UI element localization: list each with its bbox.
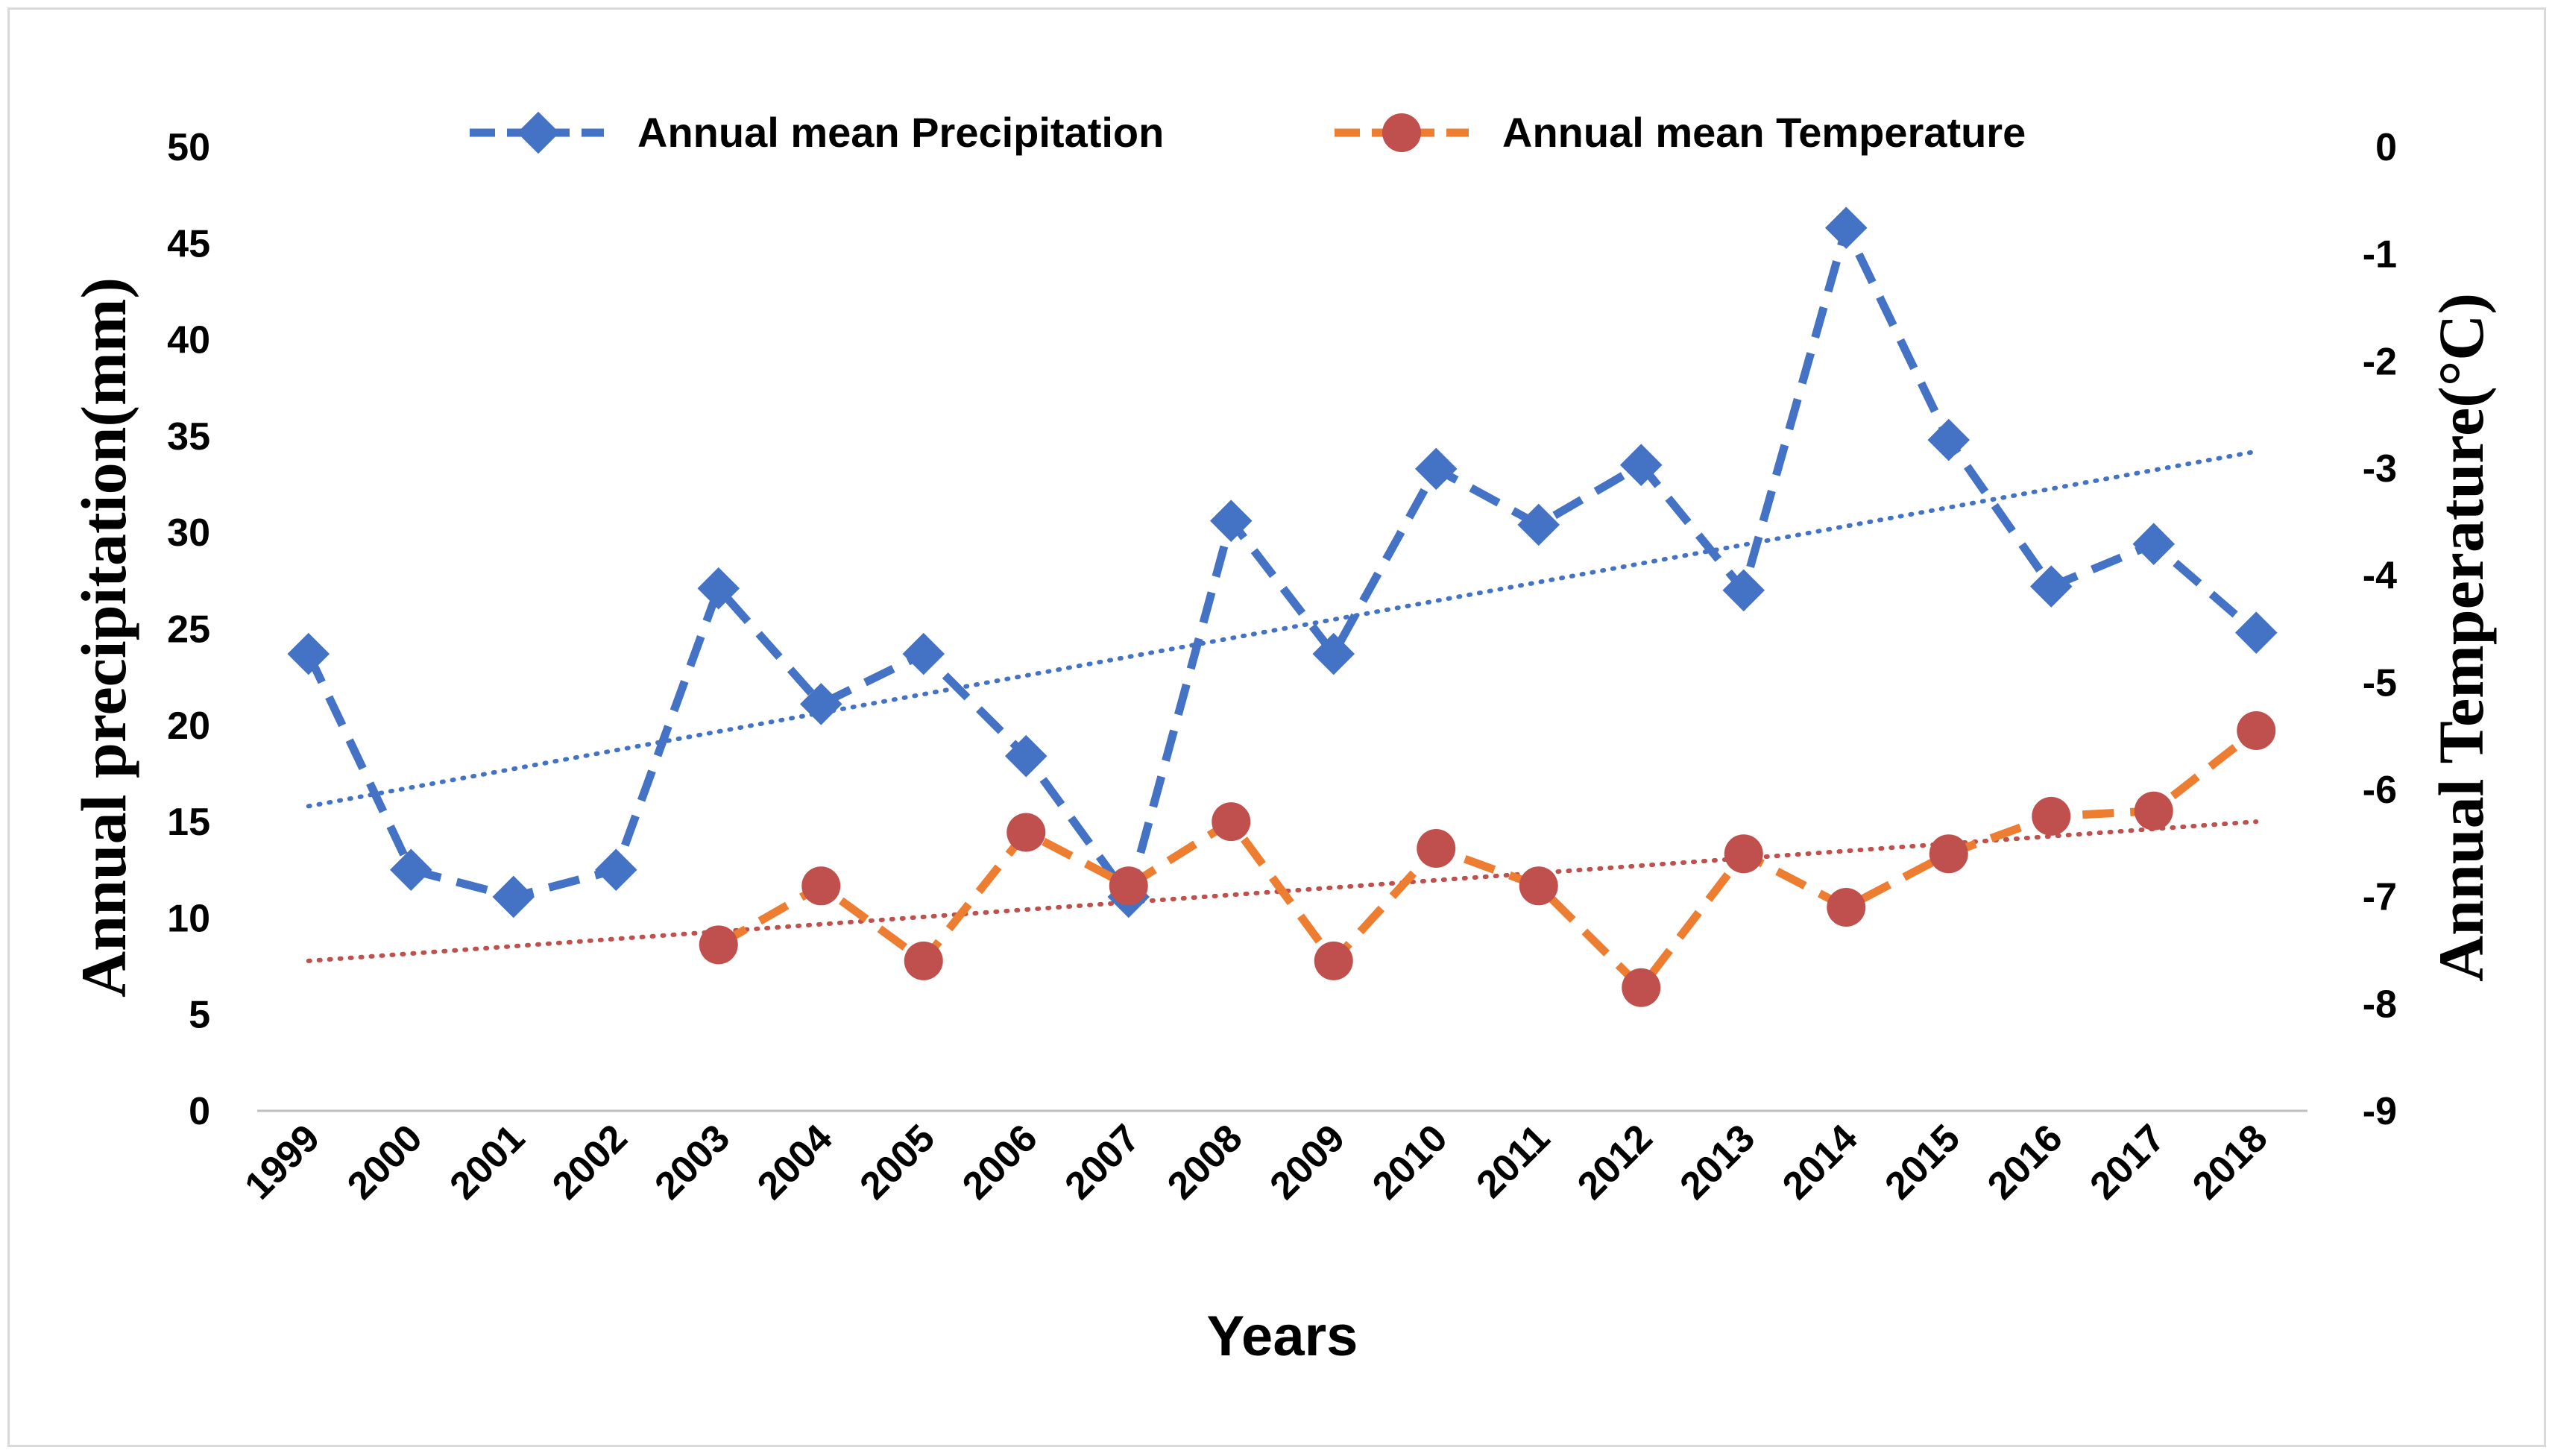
y-tick-right: -4 xyxy=(2363,555,2397,598)
x-tick-label: 2016 xyxy=(1979,1116,2071,1208)
precipitation-point xyxy=(1927,418,1970,461)
temperature-point xyxy=(1622,968,1661,1007)
temperature-point xyxy=(1827,888,1866,927)
precipitation-point xyxy=(902,632,945,675)
precipitation-point xyxy=(1824,207,1868,249)
x-tick-label: 2000 xyxy=(339,1116,431,1208)
y-tick-left: 40 xyxy=(167,319,210,362)
precipitation-point xyxy=(1619,444,1663,486)
y-axis-title-right: Annual Temperature(°C) xyxy=(2425,293,2497,982)
temperature-point xyxy=(801,866,841,906)
y-tick-right: -9 xyxy=(2363,1090,2397,1133)
precipitation-point xyxy=(287,632,330,675)
x-tick-label: 2010 xyxy=(1364,1116,1456,1208)
x-tick-label: 2005 xyxy=(851,1116,943,1208)
x-tick-label: 2009 xyxy=(1261,1116,1353,1208)
precipitation-point xyxy=(389,848,432,892)
temperature-point xyxy=(1006,813,1046,852)
y-tick-left: 50 xyxy=(167,126,210,169)
y-tick-left: 10 xyxy=(167,897,210,940)
x-tick-label: 2006 xyxy=(954,1116,1046,1208)
x-tick-label: 2017 xyxy=(2082,1116,2173,1208)
y-tick-left: 45 xyxy=(167,222,210,265)
temperature-point xyxy=(2237,710,2276,750)
legend-label-precipitation: Annual mean Precipitation xyxy=(637,109,1164,156)
y-tick-right: -2 xyxy=(2363,340,2397,383)
legend-marker-precipitation xyxy=(517,111,560,154)
y-tick-left: 5 xyxy=(189,994,210,1037)
x-tick-label: 2007 xyxy=(1056,1116,1148,1208)
precipitation-point xyxy=(492,875,535,918)
x-tick-label: 2013 xyxy=(1672,1116,1763,1208)
series-lines xyxy=(304,224,2259,992)
precipitation-point xyxy=(594,848,637,892)
x-tick-label: 2004 xyxy=(749,1116,841,1208)
series-line-temperature xyxy=(716,727,2259,992)
precipitation-point xyxy=(1722,569,1765,612)
x-tick-label: 2015 xyxy=(1877,1116,1968,1208)
precipitation-point xyxy=(2132,523,2176,566)
legend: Annual mean Precipitation Annual mean Te… xyxy=(470,109,2026,156)
x-tick-label: 2018 xyxy=(2184,1116,2276,1208)
y-tick-left: 35 xyxy=(167,415,210,458)
temperature-point xyxy=(1109,866,1148,906)
chart-frame xyxy=(7,7,2546,1447)
precipitation-point xyxy=(1004,734,1047,778)
precipitation-point xyxy=(697,567,740,610)
x-axis-ticks: 1999 2000 2001 2002 2003 2004 2005 2006 2007 2008… xyxy=(236,1116,2275,1208)
legend-marker-temperature xyxy=(1382,113,1421,152)
temperature-point xyxy=(1724,834,1763,874)
temperature-point xyxy=(1519,866,1558,906)
temperature-point xyxy=(699,925,738,965)
temperature-point xyxy=(1212,802,1251,842)
y-tick-left: 30 xyxy=(167,511,210,555)
precipitation-point xyxy=(1312,632,1355,675)
x-tick-label: 2001 xyxy=(441,1116,533,1208)
temperature-point xyxy=(1314,941,1353,980)
trendline-precipitation xyxy=(306,449,2259,809)
x-tick-label: 2003 xyxy=(646,1116,738,1208)
x-tick-label: 2002 xyxy=(544,1116,636,1208)
precipitation-point xyxy=(1414,447,1458,491)
x-axis-title: Years xyxy=(1207,1305,1358,1368)
y-tick-right: -3 xyxy=(2363,447,2397,491)
x-tick-label: 1999 xyxy=(236,1116,328,1208)
left-axis-ticks: 0 5 10 15 20 25 30 35 40 45 50 xyxy=(167,126,210,1133)
y-tick-left: 25 xyxy=(167,608,210,652)
x-tick-label: 2014 xyxy=(1774,1116,1866,1208)
series-markers xyxy=(287,207,2278,1007)
y-tick-right: -8 xyxy=(2363,983,2397,1026)
temperature-point xyxy=(2134,791,2173,831)
y-tick-left: 15 xyxy=(167,801,210,844)
y-tick-right: -6 xyxy=(2363,769,2397,812)
temperature-point xyxy=(1417,829,1456,869)
y-tick-right: 0 xyxy=(2375,126,2397,169)
temperature-point xyxy=(904,941,943,980)
precipitation-point xyxy=(1209,499,1253,542)
precipitation-point xyxy=(799,683,842,725)
x-tick-label: 2011 xyxy=(1468,1116,1558,1206)
temperature-point xyxy=(1929,834,1968,874)
y-tick-right: -7 xyxy=(2363,876,2397,919)
x-tick-label: 2012 xyxy=(1569,1116,1661,1208)
y-tick-left: 20 xyxy=(167,705,210,748)
precipitation-point xyxy=(1517,503,1560,546)
legend-label-temperature: Annual mean Temperature xyxy=(1502,109,2026,156)
y-tick-right: -5 xyxy=(2363,661,2397,705)
y-tick-right: -1 xyxy=(2363,233,2397,277)
temperature-point xyxy=(2032,796,2071,836)
precipitation-point xyxy=(2029,565,2073,608)
x-tick-label: 2008 xyxy=(1159,1116,1251,1208)
y-axis-title-left: Annual precipitation(mm) xyxy=(68,277,139,998)
series-line-precipitation xyxy=(304,224,2259,901)
precipitation-point xyxy=(2234,611,2278,654)
right-axis-ticks: 0 -1 -2 -3 -4 -5 -6 -7 -8 -9 xyxy=(2363,126,2397,1133)
y-tick-left: 0 xyxy=(189,1090,210,1133)
